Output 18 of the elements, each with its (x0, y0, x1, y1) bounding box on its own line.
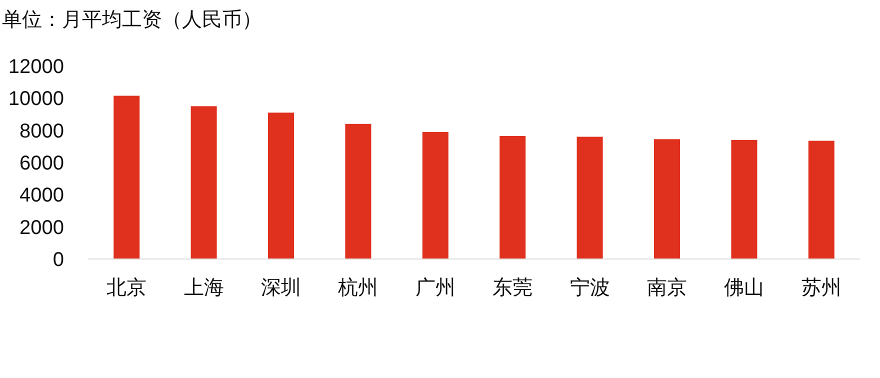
x-tick-label: 佛山 (724, 277, 764, 299)
x-tick-label: 东莞 (492, 277, 533, 299)
x-tick-label: 上海 (184, 277, 224, 299)
title: 单位：月平均工资（人民币） (2, 9, 262, 31)
x-tick-label: 苏州 (801, 277, 842, 299)
x-tick-label: 杭州 (337, 277, 378, 299)
y-tick-label: 4000 (20, 184, 64, 207)
y-tick-label: 0 (52, 249, 64, 271)
x-tick-label: 北京 (106, 277, 147, 299)
y-tick-label: 12000 (8, 56, 64, 78)
y-tick-label: 10000 (8, 88, 64, 110)
x-tick-label: 深圳 (261, 277, 301, 299)
x-tick-label: 广州 (415, 277, 456, 299)
x-tick-label: 宁波 (570, 277, 610, 299)
y-tick-label: 8000 (20, 120, 64, 142)
y-tick-label: 6000 (20, 152, 64, 174)
x-tick-label: 南京 (647, 277, 687, 299)
y-tick-label: 2000 (20, 216, 64, 239)
